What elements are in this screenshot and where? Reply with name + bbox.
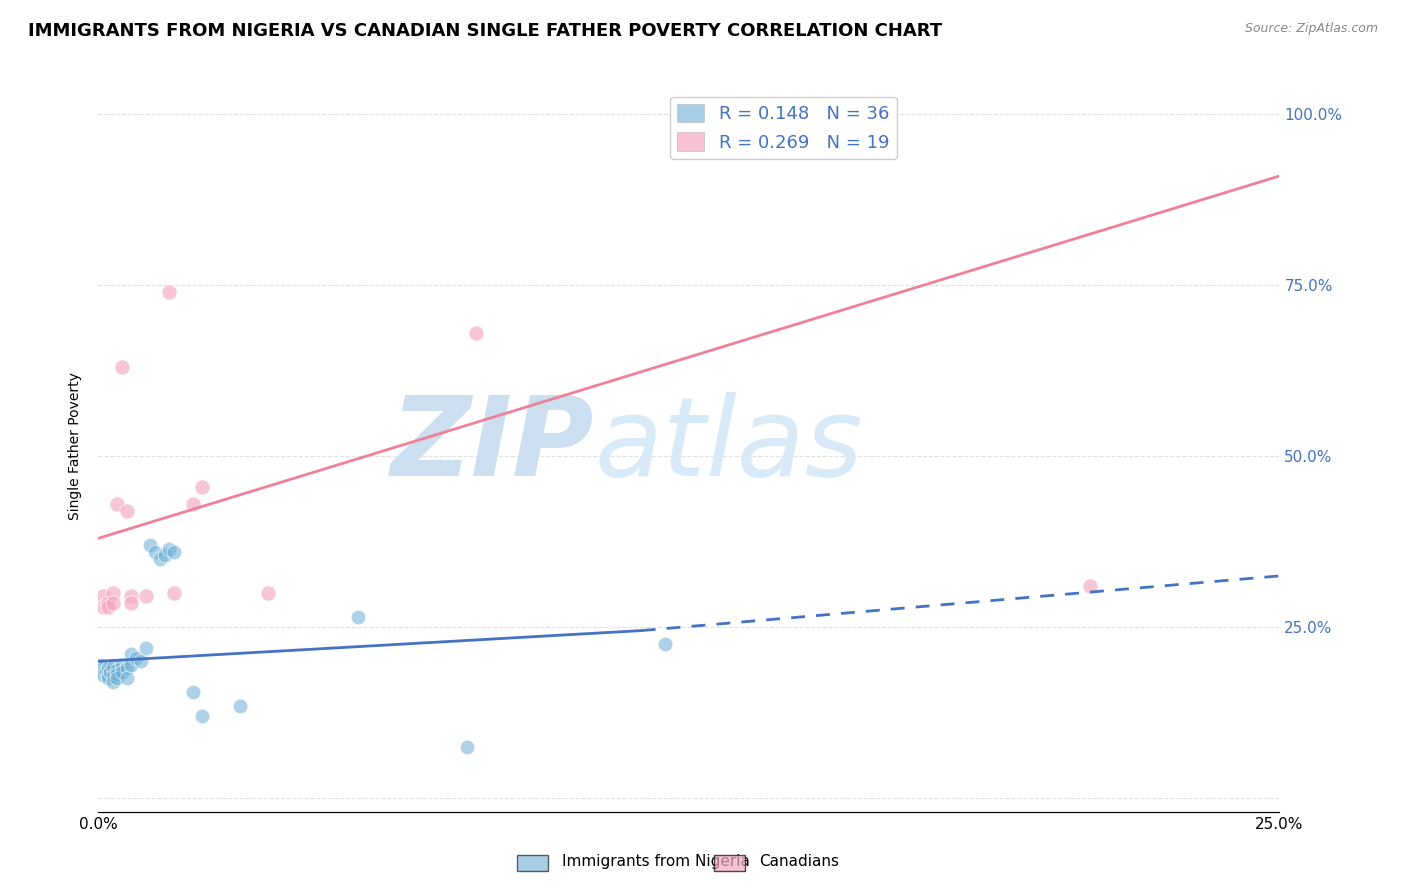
Point [97, 672, 120, 686]
Point [135, 590, 157, 604]
Point [153, 549, 176, 563]
Point [97, 596, 120, 610]
Point [101, 674, 124, 689]
Point [111, 665, 134, 679]
Point [143, 545, 166, 559]
Point [97, 661, 120, 675]
Point [191, 480, 214, 494]
Point [115, 661, 138, 675]
Point [91, 661, 114, 675]
Legend: R = 0.148   N = 36, R = 0.269   N = 19: R = 0.148 N = 36, R = 0.269 N = 19 [671, 96, 897, 159]
Point [105, 666, 128, 681]
Point [105, 663, 128, 677]
Point [91, 590, 114, 604]
Point [105, 497, 128, 511]
Point [465, 326, 488, 341]
Point [347, 610, 370, 624]
Point [139, 538, 162, 552]
Point [97, 668, 120, 682]
Point [101, 669, 124, 683]
Point [91, 668, 114, 682]
Point [105, 672, 128, 686]
Y-axis label: Single Father Poverty: Single Father Poverty [69, 372, 83, 520]
Point [91, 599, 114, 614]
Point [91, 665, 114, 679]
Text: Immigrants from Nigeria: Immigrants from Nigeria [562, 855, 751, 869]
Point [654, 637, 676, 651]
Point [257, 586, 280, 600]
Point [121, 648, 143, 662]
Point [90, 657, 112, 672]
Point [181, 497, 204, 511]
Point [1080, 579, 1102, 593]
Point [97, 599, 120, 614]
Point [121, 596, 143, 610]
Point [157, 541, 180, 556]
Point [163, 545, 186, 559]
Text: ZIP: ZIP [391, 392, 595, 500]
Point [229, 698, 252, 713]
Text: atlas: atlas [595, 392, 863, 500]
Point [94, 665, 117, 679]
Point [157, 285, 180, 300]
Point [181, 685, 204, 699]
Point [115, 504, 138, 518]
Point [456, 739, 478, 754]
Text: Source: ZipAtlas.com: Source: ZipAtlas.com [1244, 22, 1378, 36]
Point [101, 596, 124, 610]
Point [121, 590, 143, 604]
Point [125, 651, 148, 665]
Point [101, 660, 124, 674]
Point [135, 640, 157, 655]
Point [121, 657, 143, 672]
Text: IMMIGRANTS FROM NIGERIA VS CANADIAN SINGLE FATHER POVERTY CORRELATION CHART: IMMIGRANTS FROM NIGERIA VS CANADIAN SING… [28, 22, 942, 40]
Point [98, 665, 121, 679]
Point [149, 551, 172, 566]
Point [163, 586, 186, 600]
Text: Canadians: Canadians [759, 855, 839, 869]
Point [101, 586, 124, 600]
Point [191, 709, 214, 723]
Point [111, 360, 134, 375]
Point [111, 657, 134, 672]
Point [115, 672, 138, 686]
Point [129, 654, 152, 668]
